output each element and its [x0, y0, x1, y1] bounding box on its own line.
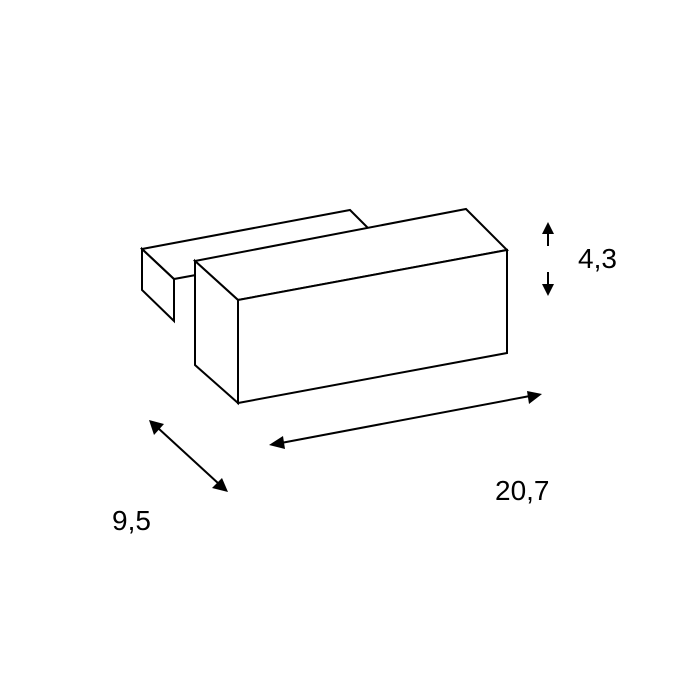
length-dimension	[269, 391, 542, 449]
width-label: 9,5	[112, 505, 151, 536]
dimension-diagram: 4,3 20,7 9,5	[0, 0, 700, 700]
back-box-left	[142, 249, 174, 321]
width-dimension	[149, 420, 228, 492]
height-label: 4,3	[578, 243, 617, 274]
length-label: 20,7	[495, 475, 550, 506]
height-dimension	[542, 222, 554, 296]
